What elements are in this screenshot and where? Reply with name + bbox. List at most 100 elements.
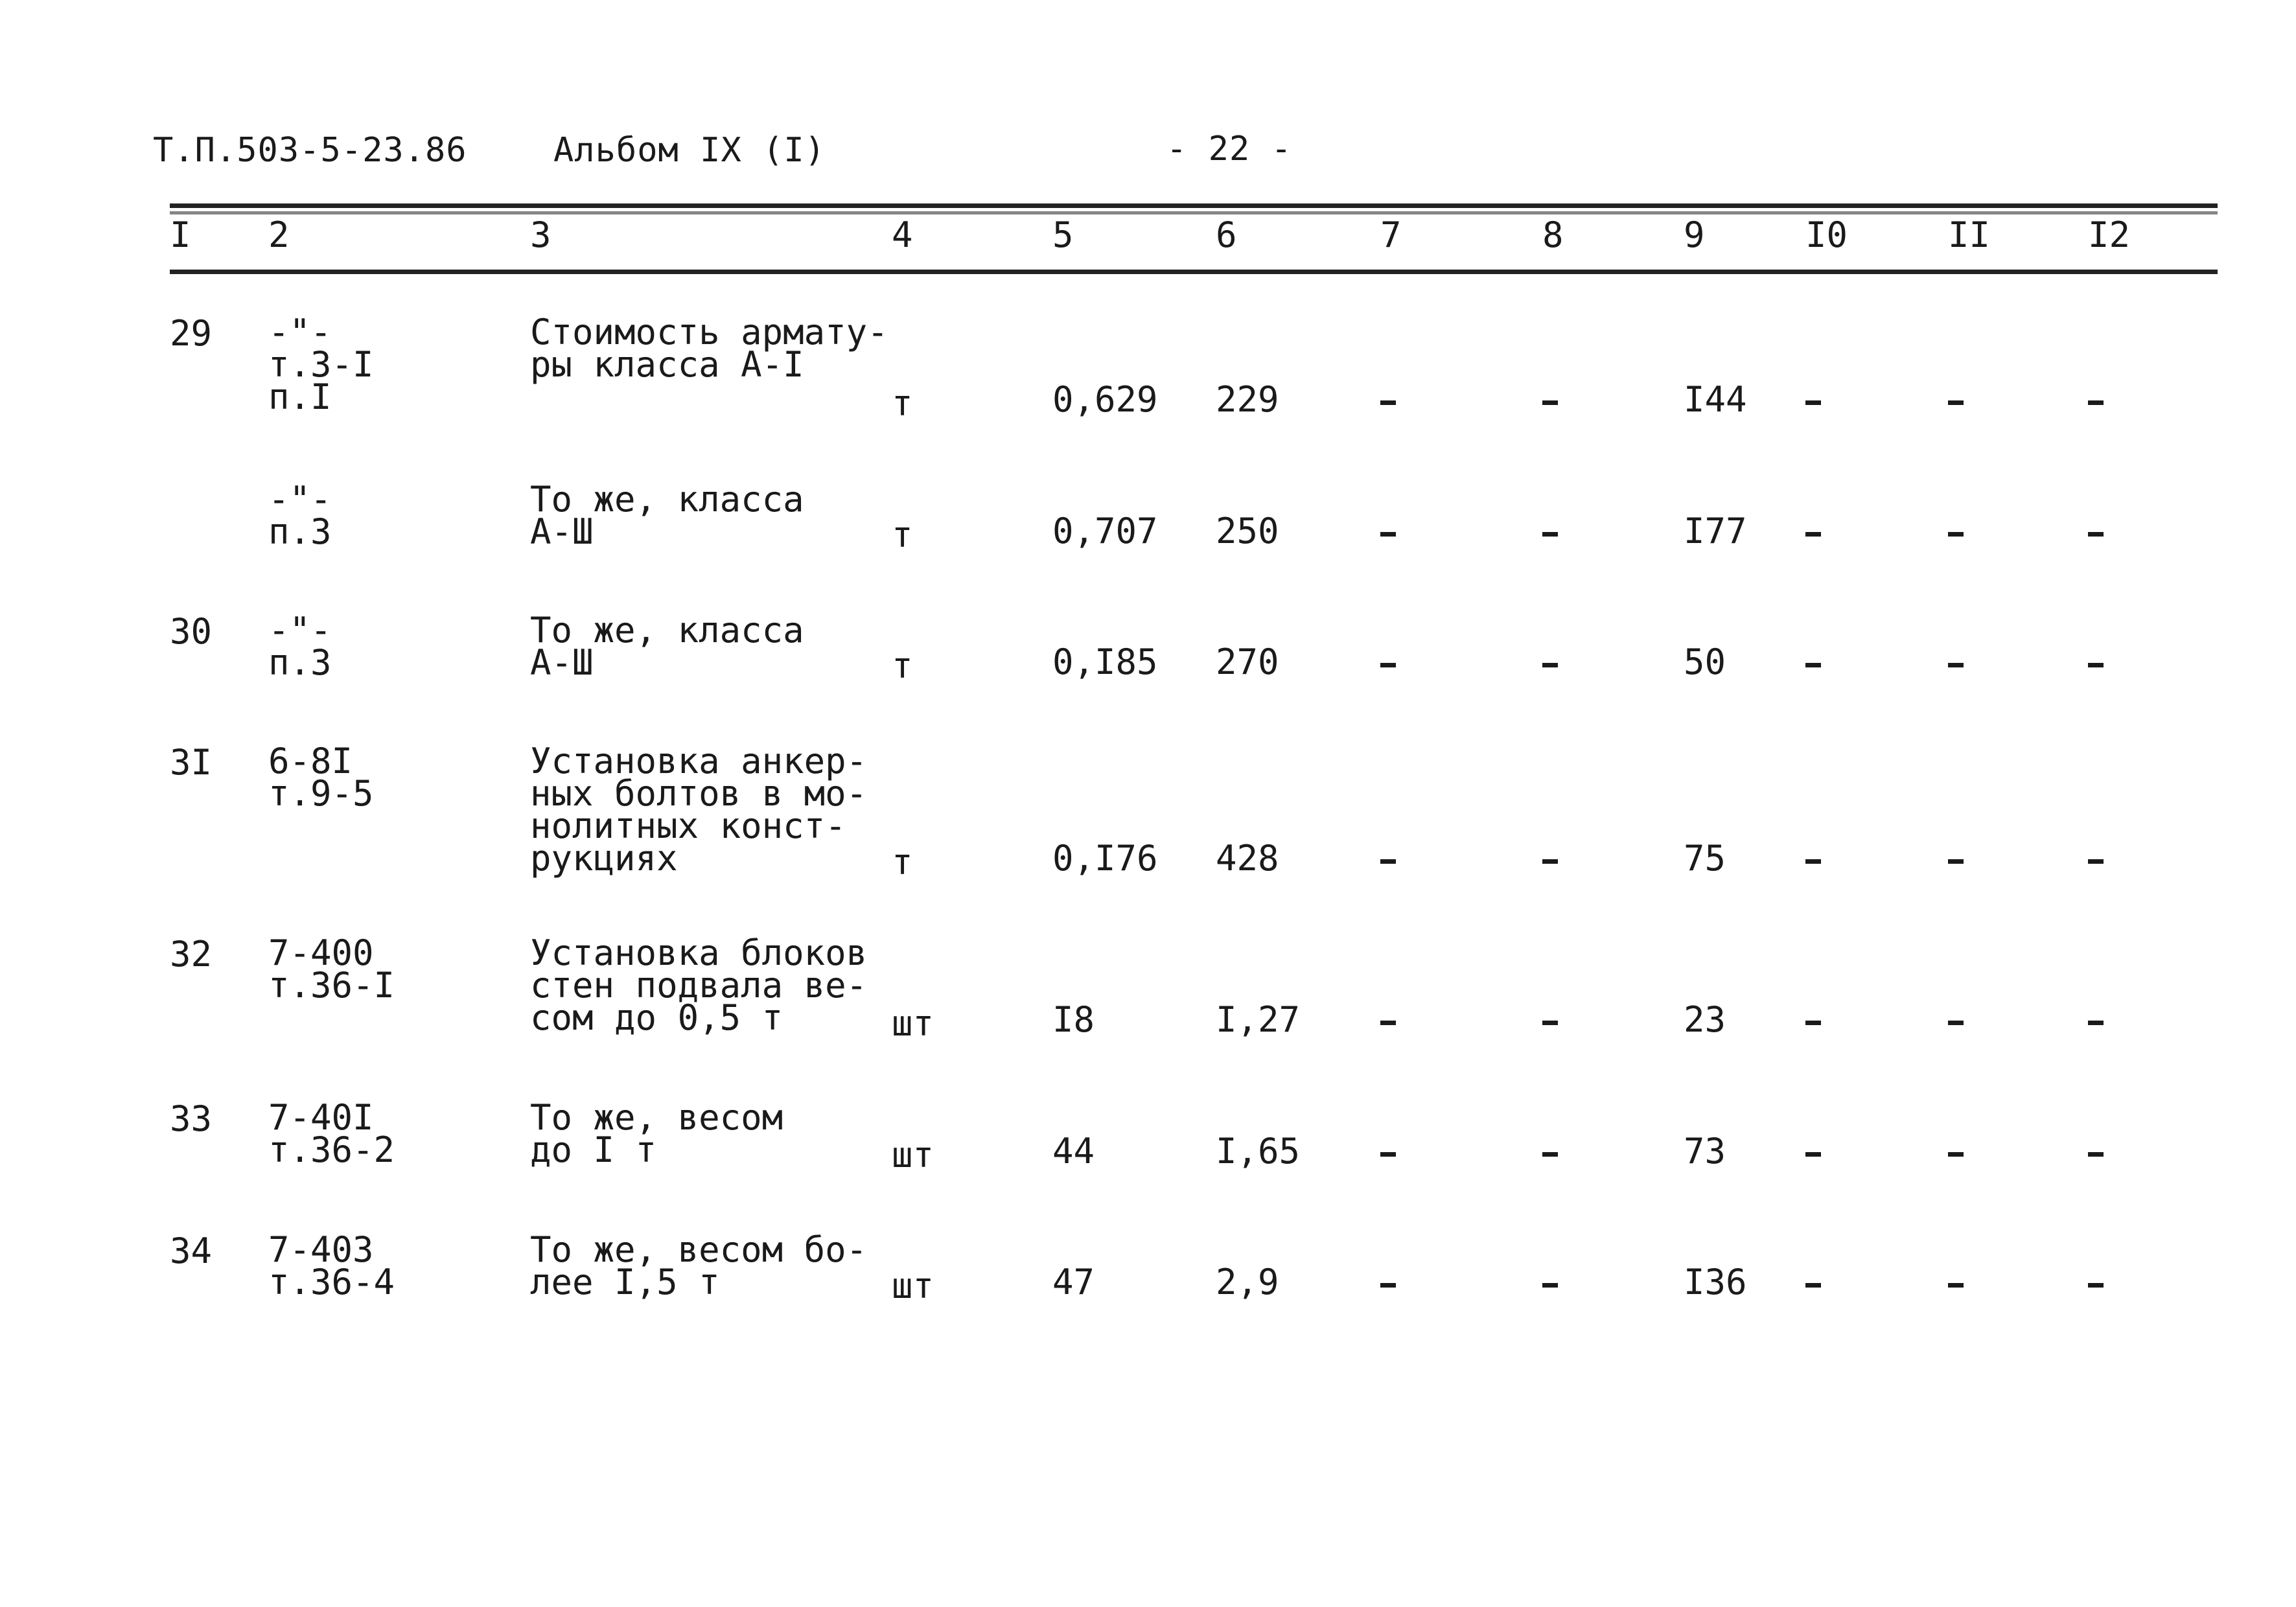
col11-dash-text: -	[1948, 1006, 1969, 1041]
col7-dash: -	[1380, 1021, 1396, 1025]
col12-dash: -	[2088, 532, 2104, 537]
work-name: Стоимость армату- ры класса А-I	[530, 312, 888, 385]
col12-dash-text: -	[2088, 518, 2109, 553]
col8-dash: -	[1542, 1283, 1558, 1288]
col8-dash-text: -	[1542, 1269, 1564, 1304]
col10-dash-text: -	[1805, 1006, 1827, 1041]
col8-dash-text: -	[1542, 845, 1564, 880]
unit-price: I,65	[1216, 1131, 1301, 1172]
row-number: 30	[170, 611, 213, 652]
col11-dash-text: -	[1948, 518, 1969, 553]
col7-dash-text: -	[1380, 386, 1402, 421]
col8-dash: -	[1542, 1021, 1558, 1025]
col11-dash-text: -	[1948, 386, 1969, 421]
col12-dash: -	[2088, 400, 2104, 405]
col11-dash: -	[1948, 1021, 1964, 1025]
col8-dash-text: -	[1542, 1138, 1564, 1173]
col11-dash-text: -	[1948, 1138, 1969, 1173]
col11-dash-text: -	[1948, 1269, 1969, 1304]
unit: т	[892, 645, 913, 686]
col7-dash-text: -	[1380, 1006, 1402, 1041]
unit: т	[892, 383, 913, 424]
col11-dash: -	[1948, 1283, 1964, 1288]
col10-dash: -	[1805, 1152, 1821, 1157]
total-cost: 23	[1684, 999, 1726, 1040]
col8-dash: -	[1542, 663, 1558, 667]
col8-dash-text: -	[1542, 518, 1564, 553]
col12-dash-text: -	[2088, 1138, 2109, 1173]
norm-code: 6-8I т.9-5	[268, 741, 374, 814]
table-top-rule-second	[170, 211, 2218, 214]
norm-code: 7-403 т.36-4	[268, 1229, 395, 1302]
total-cost: I36	[1684, 1262, 1747, 1302]
column-number-1: I	[170, 214, 191, 255]
unit-price: 250	[1216, 511, 1279, 551]
col7-dash: -	[1380, 663, 1396, 667]
col7-dash: -	[1380, 400, 1396, 405]
col12-dash-text: -	[2088, 649, 2109, 684]
table-top-rule	[170, 203, 2218, 208]
col10-dash-text: -	[1805, 1138, 1827, 1173]
column-number-7: 7	[1380, 214, 1402, 255]
norm-code: 7-40I т.36-2	[268, 1097, 395, 1170]
col8-dash: -	[1542, 532, 1558, 537]
col7-dash-text: -	[1380, 845, 1402, 880]
column-number-11: II	[1948, 214, 1991, 255]
col7-dash: -	[1380, 1283, 1396, 1288]
unit-price: 229	[1216, 379, 1279, 420]
col10-dash: -	[1805, 532, 1821, 537]
unit-price: I,27	[1216, 999, 1301, 1040]
unit: т	[892, 842, 913, 883]
work-name: Установка анкер- ных болтов в мо- нолитн…	[530, 741, 868, 879]
work-name: То же, класса А-Ш	[530, 479, 804, 552]
col12-dash-text: -	[2088, 845, 2109, 880]
quantity: 0,I85	[1052, 642, 1158, 682]
page-number: - 22 -	[1166, 130, 1292, 168]
row-number: 29	[170, 313, 213, 354]
col8-dash-text: -	[1542, 649, 1564, 684]
norm-code: -"- п.3	[268, 610, 332, 683]
col10-dash: -	[1805, 400, 1821, 405]
unit: шт	[892, 1003, 934, 1044]
row-number: 33	[170, 1098, 213, 1139]
total-cost: 75	[1684, 838, 1726, 879]
col10-dash: -	[1805, 1021, 1821, 1025]
col11-dash-text: -	[1948, 845, 1969, 880]
work-name: То же, класса А-Ш	[530, 610, 804, 683]
column-number-3: 3	[530, 214, 551, 255]
doc-code: Т.П.503-5-23.86	[153, 131, 467, 170]
col10-dash-text: -	[1805, 386, 1827, 421]
column-number-5: 5	[1052, 214, 1074, 255]
norm-code: -"- п.3	[268, 479, 332, 552]
col7-dash-text: -	[1380, 518, 1402, 553]
header-bottom-rule	[170, 270, 2218, 274]
quantity: 47	[1052, 1262, 1095, 1302]
column-number-12: I2	[2088, 214, 2131, 255]
unit-price: 270	[1216, 642, 1279, 682]
col10-dash: -	[1805, 859, 1821, 864]
col7-dash: -	[1380, 859, 1396, 864]
col8-dash-text: -	[1542, 386, 1564, 421]
col11-dash: -	[1948, 532, 1964, 537]
col10-dash: -	[1805, 1283, 1821, 1288]
column-number-8: 8	[1542, 214, 1564, 255]
col10-dash-text: -	[1805, 845, 1827, 880]
column-number-4: 4	[892, 214, 913, 255]
col7-dash: -	[1380, 532, 1396, 537]
col11-dash: -	[1948, 859, 1964, 864]
col7-dash-text: -	[1380, 1269, 1402, 1304]
col7-dash-text: -	[1380, 1138, 1402, 1173]
row-number: 32	[170, 934, 213, 975]
unit-price: 428	[1216, 838, 1279, 879]
col12-dash-text: -	[2088, 1006, 2109, 1041]
col11-dash: -	[1948, 400, 1964, 405]
col12-dash: -	[2088, 859, 2104, 864]
col10-dash: -	[1805, 663, 1821, 667]
col11-dash-text: -	[1948, 649, 1969, 684]
col12-dash: -	[2088, 1283, 2104, 1288]
unit: шт	[892, 1266, 934, 1306]
row-number: 34	[170, 1231, 213, 1271]
col10-dash-text: -	[1805, 518, 1827, 553]
col12-dash: -	[2088, 1021, 2104, 1025]
